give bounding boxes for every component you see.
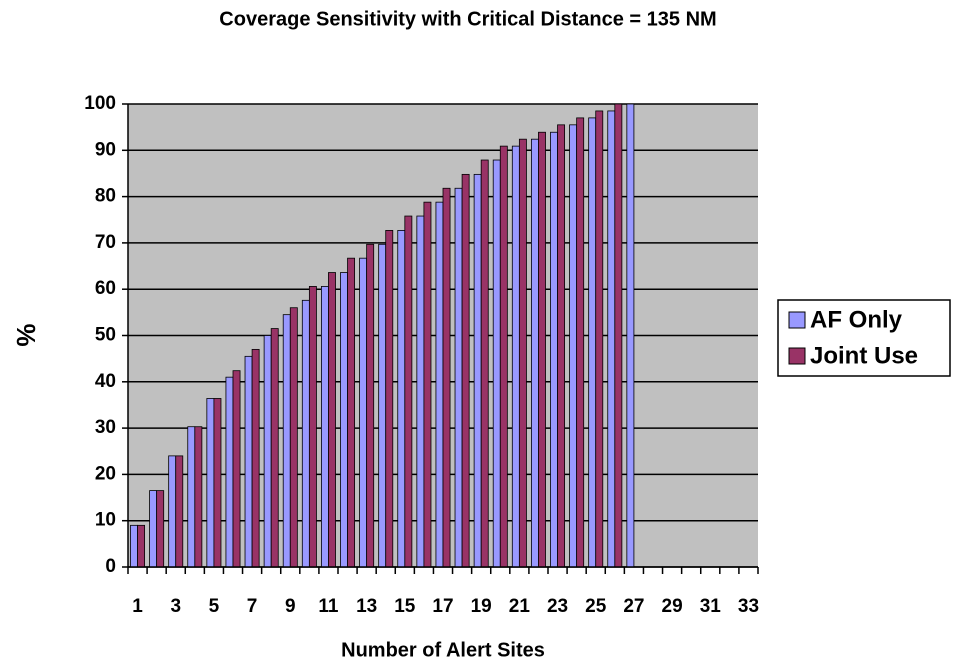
x-tick-label: 11 — [318, 596, 339, 617]
bar — [454, 187, 463, 568]
bar — [301, 299, 310, 568]
y-tick-label: 20 — [95, 463, 116, 484]
bar — [492, 159, 501, 568]
y-tick-label: 30 — [95, 417, 116, 438]
bar — [130, 524, 138, 568]
bar — [435, 201, 444, 568]
x-tick-label: 9 — [285, 596, 296, 617]
bar — [480, 159, 489, 568]
y-tick-label: 70 — [95, 232, 116, 253]
x-tick-label: 5 — [209, 596, 220, 617]
x-tick-label: 23 — [547, 596, 568, 617]
x-tick-label: 7 — [247, 596, 258, 617]
x-tick-label: 31 — [700, 596, 722, 617]
bar — [320, 286, 329, 568]
y-tick-label: 10 — [95, 510, 116, 531]
x-tick-label: 21 — [509, 596, 531, 617]
y-tick-label: 90 — [95, 139, 116, 160]
bar — [156, 490, 165, 568]
legend-swatch — [788, 311, 806, 329]
bar — [263, 335, 272, 568]
bar — [576, 117, 585, 568]
bar — [530, 138, 539, 568]
bar — [137, 524, 146, 568]
y-tick-label: 80 — [95, 186, 116, 207]
bar — [423, 201, 432, 568]
bar — [225, 376, 234, 568]
bar — [404, 215, 413, 568]
bar — [607, 110, 616, 568]
bar — [270, 328, 279, 568]
x-tick-label: 3 — [170, 596, 181, 617]
bar — [206, 398, 215, 568]
bar — [569, 124, 578, 568]
x-tick-label: 17 — [432, 596, 453, 617]
legend-box — [777, 299, 951, 377]
bar — [289, 307, 298, 568]
bar — [251, 348, 260, 568]
bar — [213, 398, 222, 568]
bar — [187, 426, 196, 568]
legend-label: Joint Use — [810, 342, 918, 369]
bar — [328, 272, 336, 568]
x-tick-label: 19 — [471, 596, 492, 617]
y-tick-label: 40 — [95, 371, 116, 392]
bar — [232, 370, 241, 568]
bar — [244, 355, 253, 568]
y-tick-label: 0 — [105, 556, 116, 577]
bar — [557, 124, 566, 568]
y-tick-label: 100 — [84, 93, 116, 114]
x-tick-label: 13 — [356, 596, 377, 617]
bar — [473, 173, 482, 568]
bar — [416, 215, 425, 568]
bar — [499, 145, 508, 568]
x-axis-label: Number of Alert Sites — [341, 639, 545, 661]
bar — [518, 138, 527, 568]
bar — [588, 117, 597, 568]
bar — [194, 426, 203, 568]
y-tick-label: 50 — [95, 325, 116, 346]
bar — [378, 243, 387, 568]
bar — [282, 314, 291, 568]
bar — [308, 286, 317, 568]
bar — [359, 257, 368, 568]
bar — [538, 131, 546, 568]
bar — [340, 272, 348, 568]
legend-swatch — [788, 347, 806, 365]
bar — [347, 257, 356, 568]
x-tick-label: 25 — [585, 596, 607, 617]
x-tick-label: 33 — [738, 596, 759, 617]
bar — [442, 187, 451, 568]
bar — [614, 103, 623, 568]
bar — [461, 173, 470, 568]
bar — [175, 455, 184, 568]
y-tick-label: 60 — [95, 278, 116, 299]
legend-label: AF Only — [810, 306, 903, 333]
bar — [397, 229, 406, 568]
chart-title: Coverage Sensitivity with Critical Dista… — [219, 8, 716, 30]
bar — [366, 243, 375, 568]
bar — [385, 229, 394, 568]
x-tick-label: 15 — [394, 596, 416, 617]
x-tick-label: 1 — [132, 596, 143, 617]
y-axis-label: % — [11, 323, 41, 346]
bar — [168, 455, 177, 568]
bar — [511, 145, 520, 568]
bar — [550, 131, 558, 568]
x-tick-label: 29 — [662, 596, 683, 617]
bar — [595, 110, 604, 568]
bar — [149, 490, 158, 568]
bar — [626, 103, 635, 568]
x-tick-label: 27 — [623, 596, 644, 617]
